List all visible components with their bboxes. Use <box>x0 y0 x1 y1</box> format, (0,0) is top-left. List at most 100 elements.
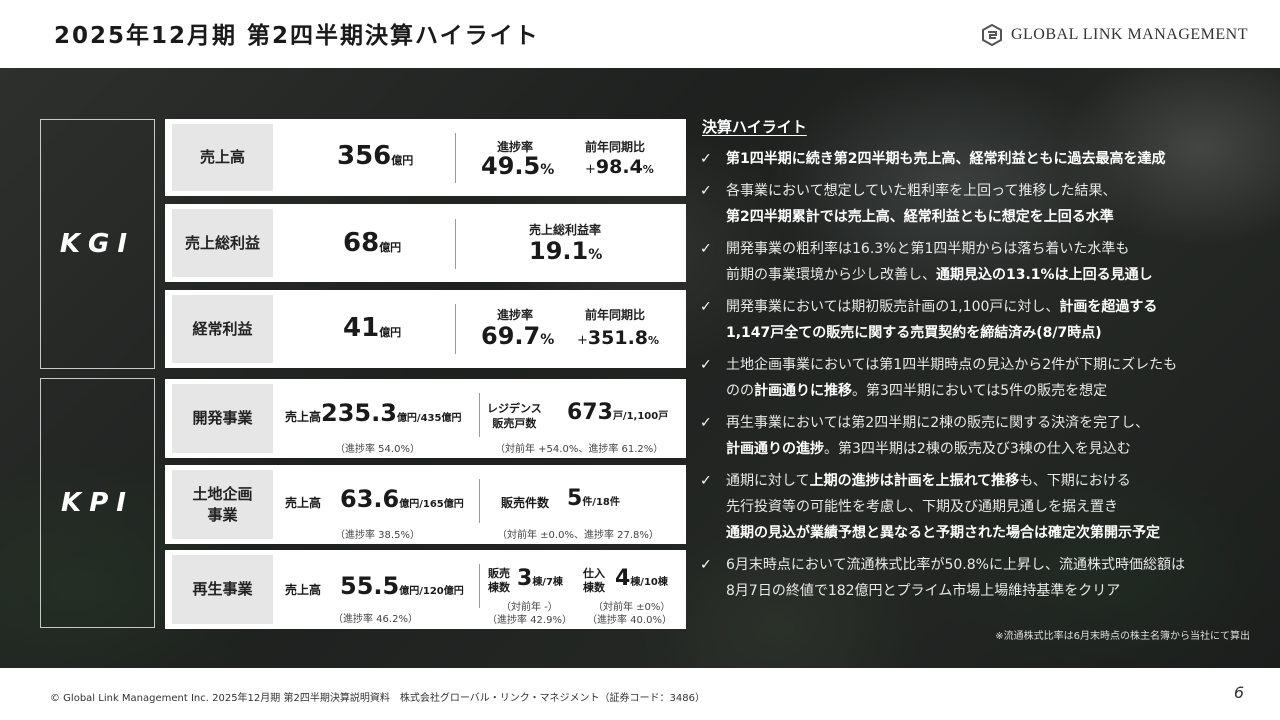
highlight-text: 。第3四半期は2棟の販売及び3棟の仕入を見込む <box>824 441 1131 457</box>
highlight-line: 6月末時点において流通株式比率が50.8%に上昇し、流通株式時価総額は <box>726 552 1260 578</box>
highlights-title: 決算ハイライト <box>702 118 807 136</box>
land-sales-count-value: 5件/18件 <box>567 486 620 511</box>
highlight-text: 6月末時点において流通株式比率が50.8%に上昇し、流通株式時価総額は <box>726 557 1185 573</box>
highlight-item: ✓ 土地企画事業においては第1四半期時点の見込から2件が下期にズレたも のの計画通り… <box>700 352 1260 404</box>
row-label: 売上高 <box>172 124 273 191</box>
highlight-text-bold: 1,147戸全ての販売に関する売買契約を締結済み(8/7時点) <box>726 325 1102 341</box>
page-number: 6 <box>1233 683 1244 702</box>
highlight-text-bold: 第2四半期累計では売上高、経常利益ともに想定を上回る水準 <box>726 209 1114 225</box>
development-sales-note: （進捗率 54.0%） <box>335 444 420 455</box>
highlight-text: 先行投資等の可能性を考慮し、下期及び通期見通しを据え置き <box>726 499 1118 515</box>
buildings-sold-label: 販売 棟数 <box>488 567 510 594</box>
kgi-section-label: KGI <box>40 119 155 369</box>
highlights-list: ✓ 第1四半期に続き第2四半期も売上高、経常利益ともに過去最高を達成 ✓ 各事業におい… <box>700 146 1260 610</box>
highlight-line: のの計画通りに推移。第3四半期においては5件の販売を想定 <box>726 378 1260 404</box>
kpi-row-renovation: 再生事業 売上高 55.5億円/120億円 （進捗率 46.2%） 販売 棟数 3… <box>165 550 686 629</box>
check-icon: ✓ <box>700 415 712 431</box>
yoy-rate: +351.8% <box>577 327 660 349</box>
footnote: ※流通株式比率は6月末時点の株主名簿から当社にて算出 <box>995 631 1250 642</box>
highlight-line: 通期に対して上期の進捗は計画を上振れて推移も、下期における <box>726 468 1260 494</box>
highlight-line: 第1四半期に続き第2四半期も売上高、経常利益ともに過去最高を達成 <box>726 146 1260 172</box>
progress-heading: 進捗率 <box>496 308 533 322</box>
buildings-purchased-value: 4棟/10棟 <box>615 566 668 591</box>
company-logo: GLOBAL LINK MANAGEMENT <box>981 24 1248 46</box>
highlight-text-bold: 計画通りに推移 <box>754 383 852 399</box>
highlight-item: ✓ 開発事業においては期初販売計画の1,100戸に対し、計画を超過する 1,147戸… <box>700 294 1260 346</box>
highlight-text-bold: 上期の進捗は計画を上振れて推移 <box>809 473 1020 489</box>
highlight-line: 計画通りの進捗。第3四半期は2棟の販売及び3棟の仕入を見込む <box>726 436 1260 462</box>
logo-mark-icon <box>981 24 1002 46</box>
page-title: 2025年12月期 第2四半期決算ハイライト <box>54 23 540 49</box>
row-label: 開発事業 <box>172 384 273 453</box>
divider <box>455 133 456 183</box>
highlight-text-bold: 計画通りの進捗 <box>726 441 824 457</box>
highlight-item: ✓ 第1四半期に続き第2四半期も売上高、経常利益ともに過去最高を達成 <box>700 146 1260 172</box>
highlight-text: も、下期における <box>1019 473 1131 489</box>
kpi-section-label: KPI <box>40 378 155 628</box>
highlight-line: 8月7日の終値で182億円とプライム市場上場維持基準をクリア <box>726 578 1260 604</box>
residence-units-label: レジデンス 販売戸数 <box>487 402 542 430</box>
highlight-text: 8月7日の終値で182億円とプライム市場上場維持基準をクリア <box>726 583 1121 599</box>
divider <box>479 393 480 437</box>
highlight-line: 第2四半期累計では売上高、経常利益ともに想定を上回る水準 <box>726 204 1260 230</box>
progress-heading: 進捗率 <box>496 140 533 154</box>
highlight-text: 。第3四半期においては5件の販売を想定 <box>852 383 1108 399</box>
land-sales-note: （進捗率 38.5%） <box>335 530 420 541</box>
divider <box>479 479 480 523</box>
residence-units-note: （対前年 +54.0%、進捗率 61.2%） <box>495 444 664 455</box>
residence-units-value: 673戸/1,100戸 <box>567 400 669 425</box>
highlight-text-bold: 第1四半期に続き第2四半期も売上高、経常利益ともに過去最高を達成 <box>726 151 1166 167</box>
highlight-line: 土地企画事業においては第1四半期時点の見込から2件が下期にズレたも <box>726 352 1260 378</box>
renovation-sales-label: 売上高 <box>285 583 322 597</box>
check-icon: ✓ <box>700 299 712 315</box>
highlight-line: 再生事業においては第2四半期に2棟の販売に関する決済を完了し、 <box>726 410 1260 436</box>
yoy-heading: 前年同期比 <box>584 308 645 322</box>
buildings-sold-value: 3棟/7棟 <box>517 566 563 591</box>
check-icon: ✓ <box>700 357 712 373</box>
land-sales-count-note: （対前年 ±0.0%、進捗率 27.8%） <box>497 530 659 541</box>
highlight-item: ✓ 再生事業においては第2四半期に2棟の販売に関する決済を完了し、 計画通りの進捗。… <box>700 410 1260 462</box>
check-icon: ✓ <box>700 241 712 257</box>
buildings-sold-note-yoy: （対前年 -） <box>501 602 558 613</box>
gross-profit-value: 68億円 <box>343 228 402 258</box>
buildings-purchased-label: 仕入 棟数 <box>583 567 605 594</box>
development-sales: 売上高235.3億円/435億円 <box>285 399 462 427</box>
buildings-sold-note-progress: （進捗率 42.9%） <box>487 615 572 626</box>
sales-value: 356億円 <box>337 141 414 171</box>
highlight-text: 開発事業の粗利率は16.3%と第1四半期からは落ち着いた水準も <box>726 241 1130 257</box>
divider <box>455 304 456 354</box>
check-icon: ✓ <box>700 473 712 489</box>
highlight-text: 再生事業においては第2四半期に2棟の販売に関する決済を完了し、 <box>726 415 1150 431</box>
land-sales-count-label: 販売件数 <box>501 496 550 510</box>
row-label: 土地企画 事業 <box>172 470 273 539</box>
highlight-text-bold: 通期の見込が業績予想と異なると予期された場合は確定次第開示予定 <box>726 525 1160 541</box>
highlight-item: ✓ 6月末時点において流通株式比率が50.8%に上昇し、流通株式時価総額は 8月7日… <box>700 552 1260 604</box>
kpi-row-land-planning: 土地企画 事業 売上高 63.6億円/165億円 （進捗率 38.5%） 販売件数… <box>165 465 686 544</box>
renovation-sales-value: 55.5億円/120億円 <box>340 572 464 600</box>
highlight-line: 前期の事業環境から少し改善し、通期見込の13.1%は上回る見通し <box>726 262 1260 288</box>
kgi-row-sales: 売上高 356億円 進捗率 49.5% 前年同期比 +98.4% <box>165 119 686 196</box>
highlight-text: 土地企画事業においては第1四半期時点の見込から2件が下期にズレたも <box>726 357 1178 373</box>
progress-rate: 69.7% <box>481 322 555 350</box>
buildings-purchased-note-yoy: （対前年 ±0%） <box>593 602 671 613</box>
check-icon: ✓ <box>700 183 712 199</box>
check-icon: ✓ <box>700 151 712 167</box>
highlight-item: ✓ 各事業において想定していた粗利率を上回って推移した結果、 第2四半期累計では売上… <box>700 178 1260 230</box>
check-icon: ✓ <box>700 557 712 573</box>
gross-margin-rate: 19.1% <box>529 237 603 265</box>
highlight-text: のの <box>726 383 754 399</box>
kgi-row-gross-profit: 売上総利益 68億円 売上総利益率 19.1% <box>165 204 686 282</box>
buildings-purchased-note-progress: （進捗率 40.0%） <box>587 615 672 626</box>
yoy-heading: 前年同期比 <box>584 140 645 154</box>
highlight-text-bold: 計画を超過する <box>1059 299 1158 315</box>
highlight-line: 開発事業の粗利率は16.3%と第1四半期からは落ち着いた水準も <box>726 236 1260 262</box>
highlight-line: 1,147戸全ての販売に関する売買契約を締結済み(8/7時点) <box>726 320 1260 346</box>
kpi-row-development: 開発事業 売上高235.3億円/435億円 （進捗率 54.0%） レジデンス販… <box>165 379 686 458</box>
footer-copyright: © Global Link Management Inc. 2025年12月期 … <box>50 693 705 704</box>
highlight-text: 各事業において想定していた粗利率を上回って推移した結果、 <box>726 183 1117 199</box>
row-label: 売上総利益 <box>172 209 273 277</box>
kgi-row-ordinary-profit: 経常利益 41億円 進捗率 69.7% 前年同期比 +351.8% <box>165 290 686 368</box>
progress-rate: 49.5% <box>481 152 555 180</box>
highlight-text: 通期に対して <box>726 473 810 489</box>
highlight-item: ✓ 通期に対して上期の進捗は計画を上振れて推移も、下期における先行投資等の可能性を… <box>700 468 1260 546</box>
